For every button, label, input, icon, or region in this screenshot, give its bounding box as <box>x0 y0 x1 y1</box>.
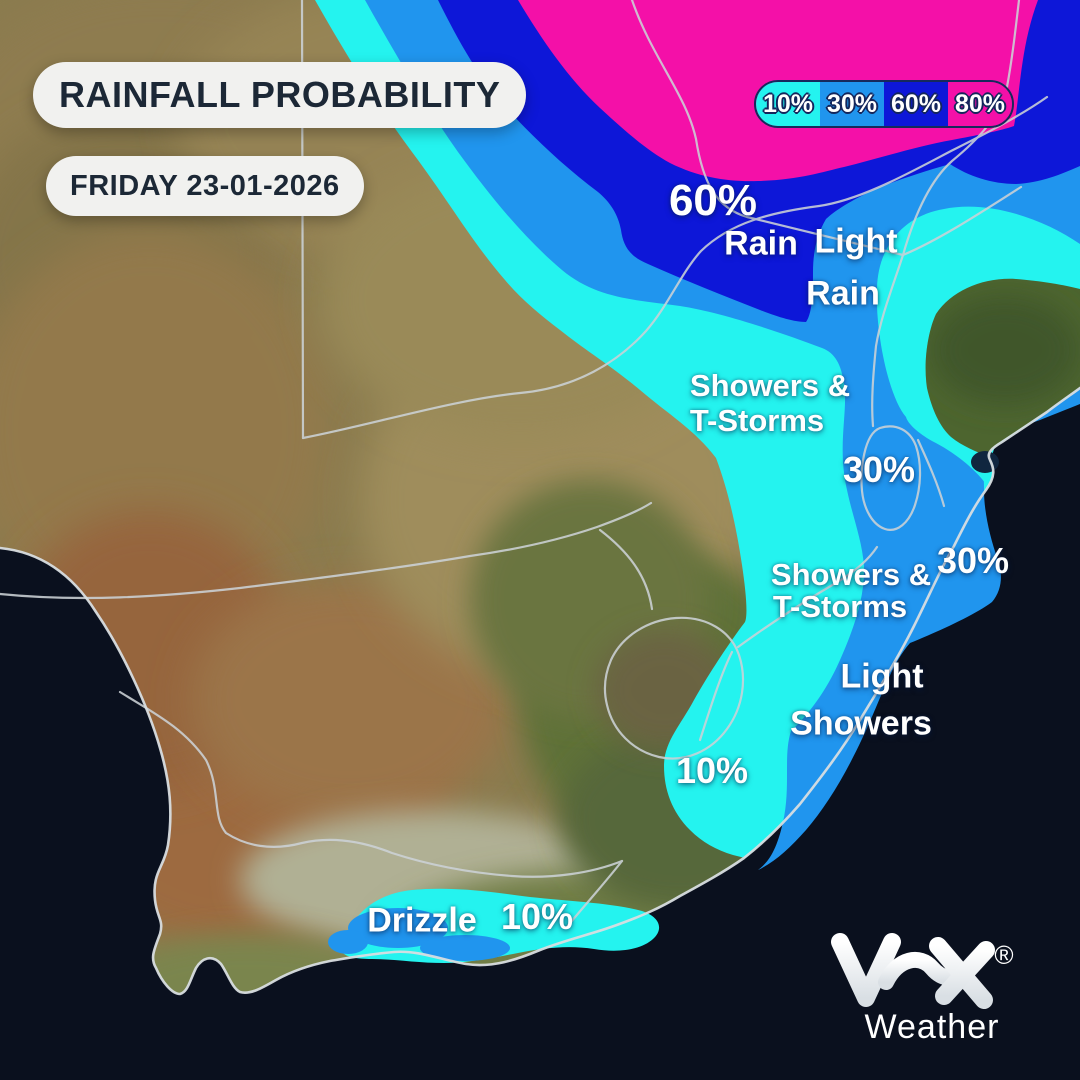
legend-item-10: 10% <box>756 82 820 126</box>
weather-wordmark: Weather <box>865 1008 1000 1046</box>
map-label: Drizzle <box>367 901 477 940</box>
title-badge: RAINFALL PROBABILITY <box>33 62 527 128</box>
date-badge: FRIDAY 23-01-2026 <box>46 156 364 216</box>
map-label: 10% <box>500 896 574 937</box>
map-label: T-Storms <box>689 403 825 438</box>
coastline <box>0 386 1080 996</box>
map-label: Light <box>814 222 898 261</box>
map-label: T-Storms <box>772 589 908 624</box>
map-label: Rain <box>806 274 880 313</box>
legend-item-30: 30% <box>820 82 884 126</box>
legend-item-80: 80% <box>948 82 1012 126</box>
map-label: 30% <box>842 449 916 490</box>
drizzle-overlay <box>328 888 660 963</box>
map-label: 30% <box>936 540 1010 581</box>
forecast-date: FRIDAY 23-01-2026 <box>70 169 340 202</box>
map-label: 60% <box>668 176 758 225</box>
probability-legend: 10% 30% 60% 80% <box>754 80 1014 128</box>
map-label: Rain <box>724 224 798 263</box>
map-label: 10% <box>675 750 749 791</box>
maputo-bay <box>971 451 999 473</box>
mozambique-land <box>925 278 1080 473</box>
page-title: RAINFALL PROBABILITY <box>59 74 501 115</box>
map-label: Showers & <box>689 368 851 403</box>
vox-weather-logo: ® Weather <box>831 933 1014 1046</box>
map-label: Showers & <box>770 557 932 592</box>
map-label: Light <box>840 657 924 696</box>
registered-mark: ® <box>994 940 1013 970</box>
map-label: Showers <box>790 704 932 743</box>
vox-logo-glyph <box>831 933 995 1009</box>
legend-item-60: 60% <box>884 82 948 126</box>
